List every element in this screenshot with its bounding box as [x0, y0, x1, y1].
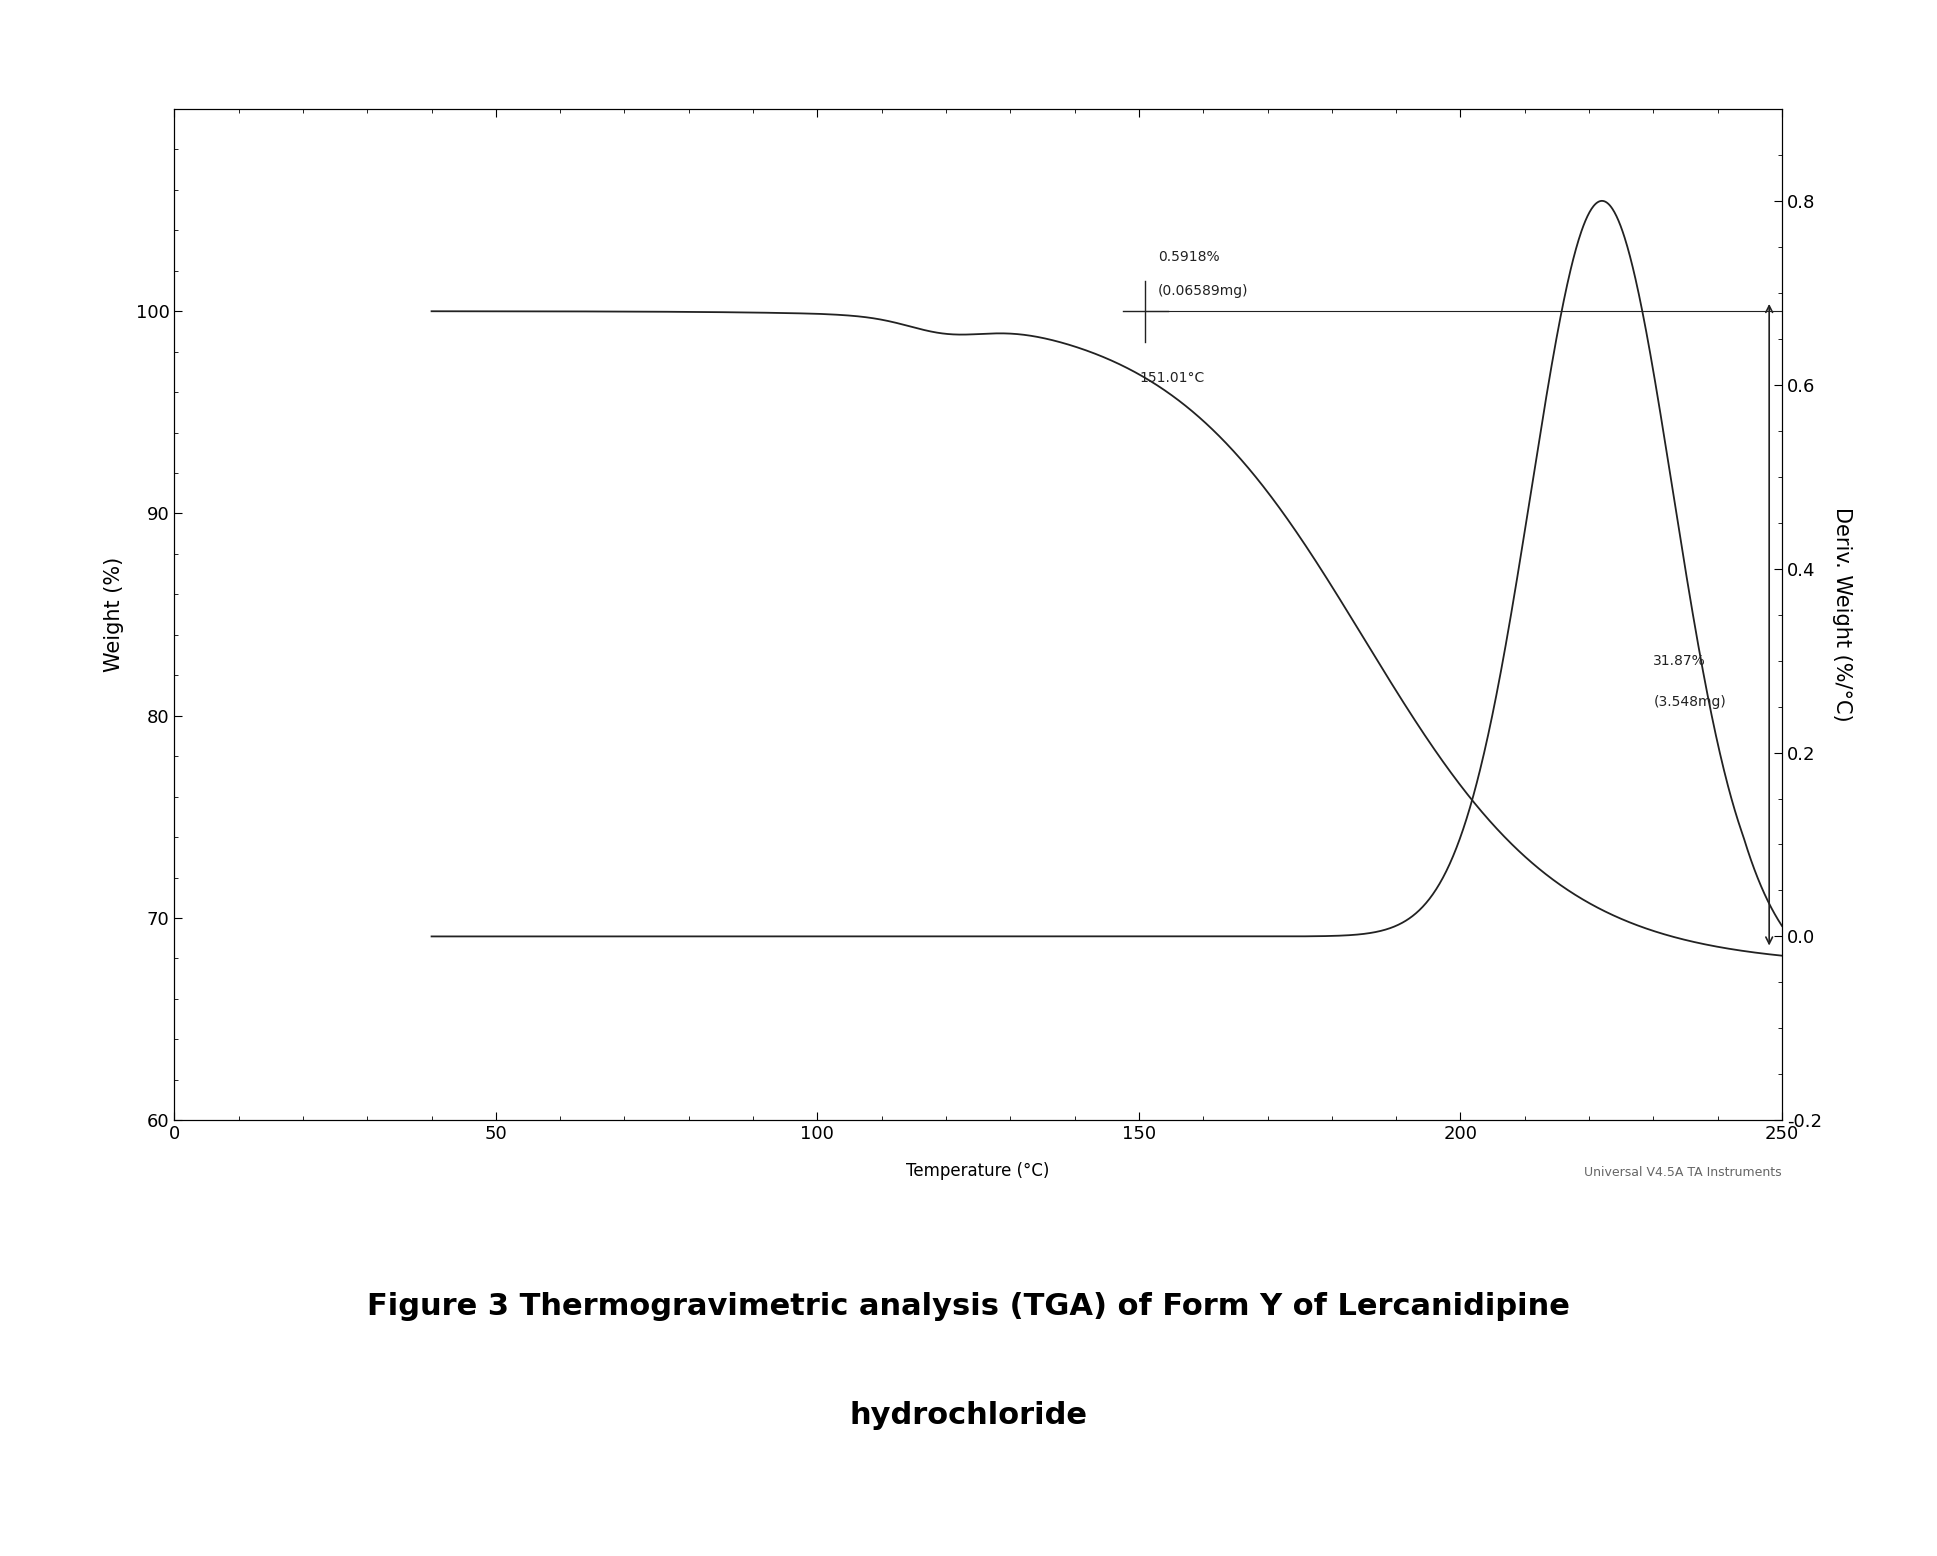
Text: 0.5918%: 0.5918%	[1158, 249, 1220, 263]
Text: Universal V4.5A TA Instruments: Universal V4.5A TA Instruments	[1584, 1165, 1782, 1179]
Text: 31.87%: 31.87%	[1654, 654, 1706, 668]
Text: Temperature (°C): Temperature (°C)	[907, 1162, 1050, 1179]
Text: (0.06589mg): (0.06589mg)	[1158, 285, 1249, 299]
Text: 151.01°C: 151.01°C	[1139, 370, 1205, 384]
Y-axis label: Weight (%): Weight (%)	[105, 557, 124, 672]
Text: (3.548mg): (3.548mg)	[1654, 694, 1726, 708]
Y-axis label: Deriv. Weight (%/°C): Deriv. Weight (%/°C)	[1832, 507, 1852, 722]
Text: hydrochloride: hydrochloride	[850, 1400, 1087, 1430]
Text: Figure 3 Thermogravimetric analysis (TGA) of Form Y of Lercanidipine: Figure 3 Thermogravimetric analysis (TGA…	[368, 1291, 1569, 1321]
